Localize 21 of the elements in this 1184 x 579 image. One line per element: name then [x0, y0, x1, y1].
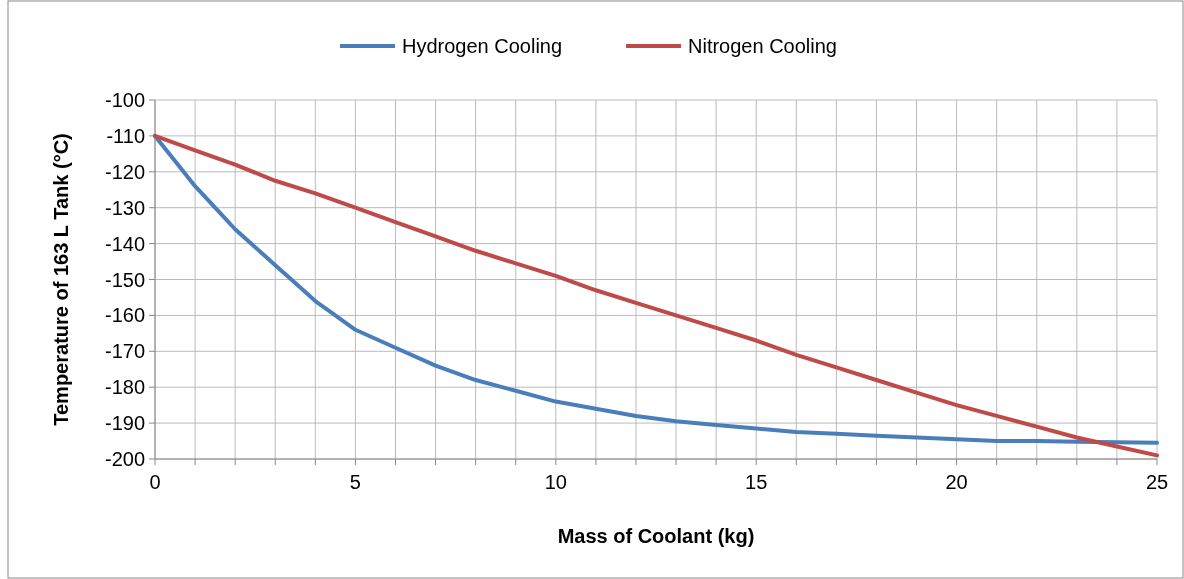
y-tick-label: -190	[104, 412, 145, 435]
y-tick-label: -160	[104, 304, 145, 327]
y-tick-label: -130	[104, 196, 145, 219]
x-tick-label: 5	[349, 471, 361, 493]
y-tick-label: -200	[104, 448, 145, 470]
y-tick-label: -150	[104, 268, 145, 291]
x-tick-label: 15	[745, 471, 768, 493]
x-tick-label: 25	[1145, 471, 1169, 493]
x-tick-label: 10	[544, 471, 567, 493]
y-axis-title: Temperature of 163 L Tank (°C)	[50, 133, 72, 426]
y-tick-label: -140	[104, 232, 145, 255]
y-tick-label: -180	[104, 376, 145, 399]
y-tick-label: -110	[106, 124, 145, 147]
legend-label: Hydrogen Cooling	[402, 35, 563, 57]
x-axis-title: Mass of Coolant (kg)	[557, 525, 755, 547]
x-tick-label: 20	[945, 471, 968, 493]
y-tick-label: -100	[104, 89, 145, 111]
legend-label: Nitrogen Cooling	[688, 35, 837, 57]
y-tick-label: -170	[104, 340, 145, 363]
y-tick-label: -120	[104, 160, 145, 183]
x-tick-label: 0	[149, 471, 161, 493]
